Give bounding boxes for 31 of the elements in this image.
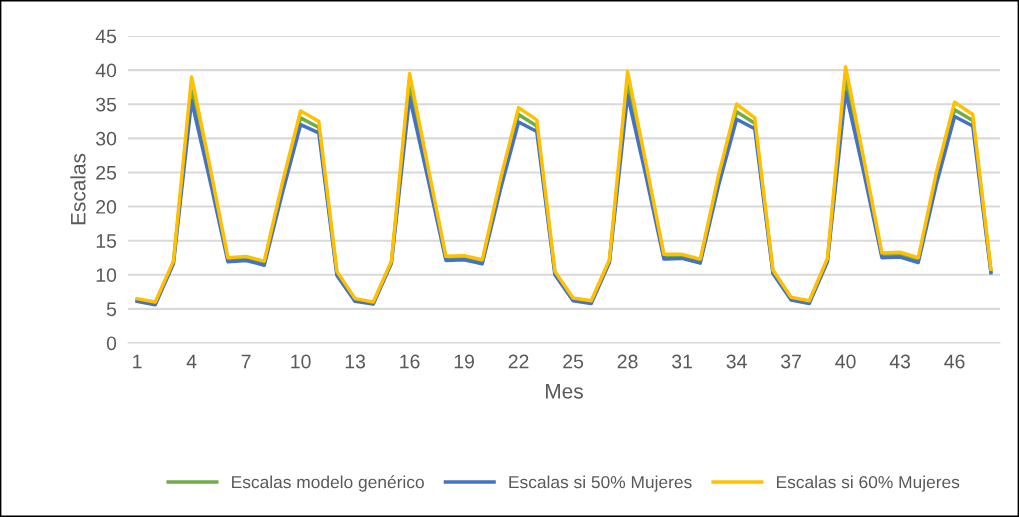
x-axis-title: Mes [546,384,583,399]
x-tick-label: 43 [889,354,911,369]
x-tick-label: 46 [944,354,965,369]
y-tick-label: 15 [96,234,117,248]
x-tick-label: 7 [241,354,251,369]
x-tick-label: 40 [835,354,856,369]
y-axis-title: Escalas [70,153,86,225]
legend-label: Escalas modelo genérico [232,475,424,492]
y-tick-label: 25 [96,165,117,180]
x-tick-label: 25 [563,354,584,369]
y-tick-label: 45 [95,29,117,44]
x-tick-label: 34 [726,354,747,369]
y-tick-label: 5 [106,302,117,317]
y-tick-label: 10 [96,268,117,283]
x-tick-label: 19 [454,354,474,369]
y-tick-label: 35 [96,97,117,112]
legend-label: Escalas si 50% Mujeres [509,475,692,492]
x-tick-label: 16 [400,354,420,369]
x-tick-label: 28 [617,354,638,369]
x-tick-label: 4 [186,354,197,369]
legend-label: Escalas si 60% Mujeres [776,475,960,492]
x-tick-label: 22 [508,354,529,369]
x-tick-label: 13 [345,354,366,369]
x-tick-label: 1 [133,354,142,369]
y-tick-label: 0 [106,336,117,351]
y-tick-label: 20 [96,200,117,214]
x-tick-label: 10 [291,354,311,369]
y-tick-label: 30 [96,131,117,146]
y-tick-label: 40 [95,63,117,78]
x-tick-label: 37 [781,354,801,369]
x-tick-label: 31 [672,354,692,369]
